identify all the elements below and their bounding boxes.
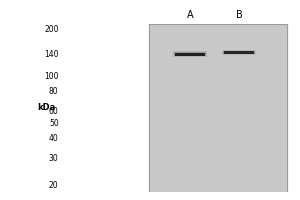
Bar: [174, 52, 206, 56]
Bar: [175, 53, 205, 56]
Text: kDa: kDa: [37, 104, 55, 112]
Bar: [173, 51, 207, 57]
Bar: [224, 51, 254, 54]
Text: A: A: [187, 10, 193, 20]
Text: B: B: [236, 10, 242, 20]
Bar: [149, 24, 287, 192]
Bar: [222, 50, 256, 55]
Bar: [223, 51, 255, 54]
